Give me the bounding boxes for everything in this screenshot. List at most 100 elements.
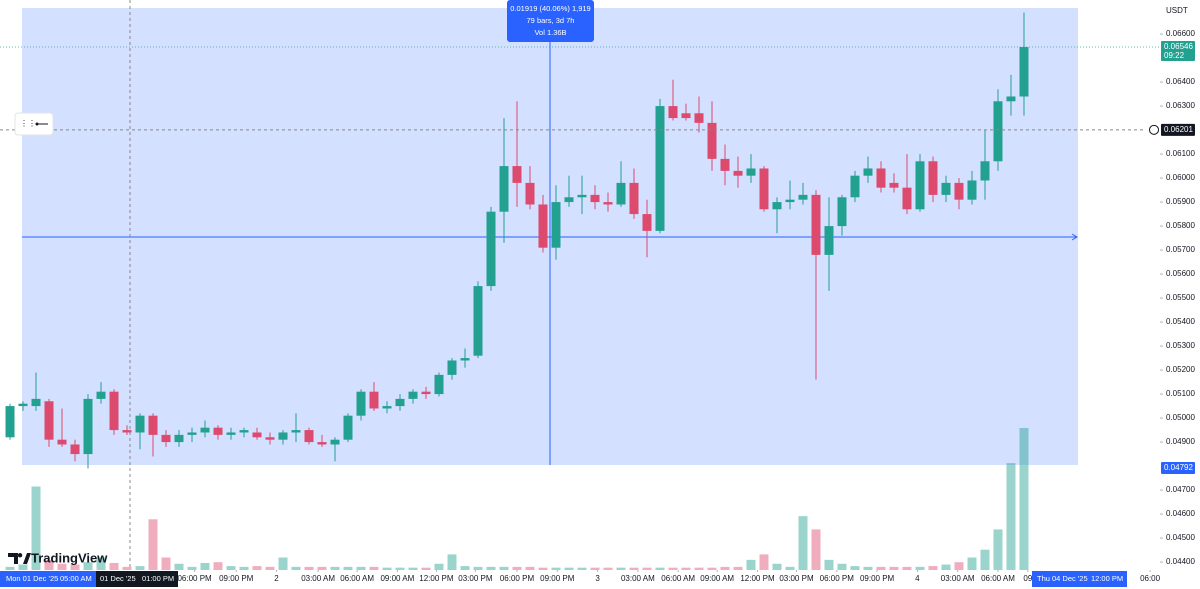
y-tick-label: 0.05800 bbox=[1166, 221, 1195, 230]
y-tick-label: 0.05000 bbox=[1166, 413, 1195, 422]
y-tick-label: 0.06100 bbox=[1166, 149, 1195, 158]
volume-bar bbox=[928, 566, 938, 570]
volume-bar bbox=[161, 557, 171, 570]
candle-body bbox=[5, 406, 15, 438]
volume-bar bbox=[915, 566, 925, 570]
candle-body bbox=[655, 106, 665, 231]
volume-bar bbox=[31, 486, 41, 570]
volume-bar bbox=[876, 566, 886, 570]
candle-body bbox=[694, 113, 704, 123]
volume-bar bbox=[226, 566, 236, 570]
brand-name: TradingView bbox=[31, 550, 108, 565]
x-tick-label: 2 bbox=[274, 574, 279, 583]
volume-bar bbox=[993, 529, 1003, 570]
crosshair-labels: Mon 01 Dec '25 05:00 AM 01 Dec '25 01:00… bbox=[0, 571, 1127, 587]
candle-body bbox=[317, 442, 327, 445]
candle-body bbox=[200, 427, 210, 433]
candle-body bbox=[421, 391, 431, 395]
cursor-time: 01:00 PM bbox=[142, 574, 174, 583]
candle-body bbox=[382, 406, 392, 409]
volume-bar bbox=[629, 567, 639, 570]
x-tick-label: 06:00 bbox=[1140, 574, 1161, 583]
volume-bar bbox=[967, 557, 977, 570]
measure-bars: 79 bars, 3d 7h bbox=[527, 16, 575, 25]
cursor-date: 01 Dec '25 bbox=[100, 574, 136, 583]
candle-body bbox=[122, 430, 132, 433]
volume-bar bbox=[512, 566, 522, 570]
candle-body bbox=[369, 391, 379, 409]
x-tick-label: 03:00 AM bbox=[301, 574, 335, 583]
time-axis-bg bbox=[0, 570, 1200, 589]
end-time: 12:00 PM bbox=[1091, 574, 1123, 583]
volume-bar bbox=[1019, 428, 1029, 570]
volume-bar bbox=[291, 566, 301, 570]
y-tick-label: 0.06600 bbox=[1166, 29, 1195, 38]
measure-layer bbox=[22, 0, 1078, 570]
volume-bar bbox=[356, 566, 366, 570]
y-tick-label: 0.05100 bbox=[1166, 389, 1195, 398]
candle-body bbox=[252, 432, 262, 438]
y-tick-label: 0.04900 bbox=[1166, 437, 1195, 446]
candle-body bbox=[135, 415, 145, 433]
volume-bar bbox=[655, 567, 665, 570]
volume-bar bbox=[577, 567, 587, 570]
volume-bar bbox=[772, 563, 782, 570]
price-label-box bbox=[1161, 41, 1195, 62]
candle-body bbox=[434, 374, 444, 395]
volume-bar bbox=[837, 563, 847, 570]
candle-body bbox=[551, 202, 561, 248]
candle-body bbox=[967, 180, 977, 200]
candle-body bbox=[915, 161, 925, 210]
candle-body bbox=[213, 427, 223, 435]
candle-body bbox=[681, 113, 691, 119]
x-tick-label: 09:00 PM bbox=[219, 574, 254, 583]
end-date: Thu 04 Dec '25 bbox=[1037, 574, 1088, 583]
candle-body bbox=[564, 197, 574, 203]
x-tick-label: 06:00 PM bbox=[820, 574, 855, 583]
candle-body bbox=[486, 211, 496, 287]
candle-body bbox=[226, 432, 236, 435]
volume-bar bbox=[681, 567, 691, 570]
volume-bar bbox=[239, 566, 249, 570]
volume-bar bbox=[746, 559, 756, 570]
candle-body bbox=[538, 204, 548, 248]
candle-body bbox=[44, 401, 54, 440]
x-tick-label: 03:00 AM bbox=[941, 574, 975, 583]
candle-body bbox=[863, 168, 873, 176]
volume-bar bbox=[785, 566, 795, 570]
volume-bar bbox=[811, 529, 821, 570]
volume-bar bbox=[304, 566, 314, 570]
volume-bar bbox=[369, 566, 379, 570]
candle-body bbox=[850, 175, 860, 198]
x-tick-label: 12:00 PM bbox=[419, 574, 454, 583]
start-label-box bbox=[0, 571, 96, 587]
widget-box[interactable] bbox=[14, 112, 54, 136]
candle-body bbox=[590, 194, 600, 203]
price-label: 0.04792 bbox=[1164, 463, 1193, 472]
x-tick-label: 06:00 AM bbox=[981, 574, 1015, 583]
volume-bar bbox=[642, 567, 652, 570]
volume-bar bbox=[1006, 463, 1016, 570]
candle-body bbox=[83, 398, 93, 455]
candle-body bbox=[785, 199, 795, 203]
price-label-box bbox=[1161, 462, 1195, 474]
volume-bar bbox=[343, 566, 353, 570]
candle-body bbox=[109, 391, 119, 431]
volume-bar bbox=[70, 564, 80, 570]
price-label: 0.06201 bbox=[1164, 125, 1193, 134]
volume-bar bbox=[5, 566, 15, 570]
x-tick-label: 06:00 PM bbox=[177, 574, 212, 583]
price-lines bbox=[0, 46, 1160, 135]
candle-body bbox=[837, 197, 847, 227]
x-tick-label: 03:00 PM bbox=[458, 574, 493, 583]
measure-arrow bbox=[1071, 233, 1078, 241]
y-tick-label: 0.05300 bbox=[1166, 341, 1195, 350]
candle-body bbox=[1006, 96, 1016, 102]
candle-body bbox=[772, 202, 782, 210]
candle-body bbox=[993, 101, 1003, 162]
volume-layer bbox=[5, 428, 1029, 570]
toolbar-widget[interactable]: ⋮⋮ bbox=[14, 112, 54, 136]
currency: USDT bbox=[1166, 6, 1188, 15]
volume-bar bbox=[590, 567, 600, 570]
